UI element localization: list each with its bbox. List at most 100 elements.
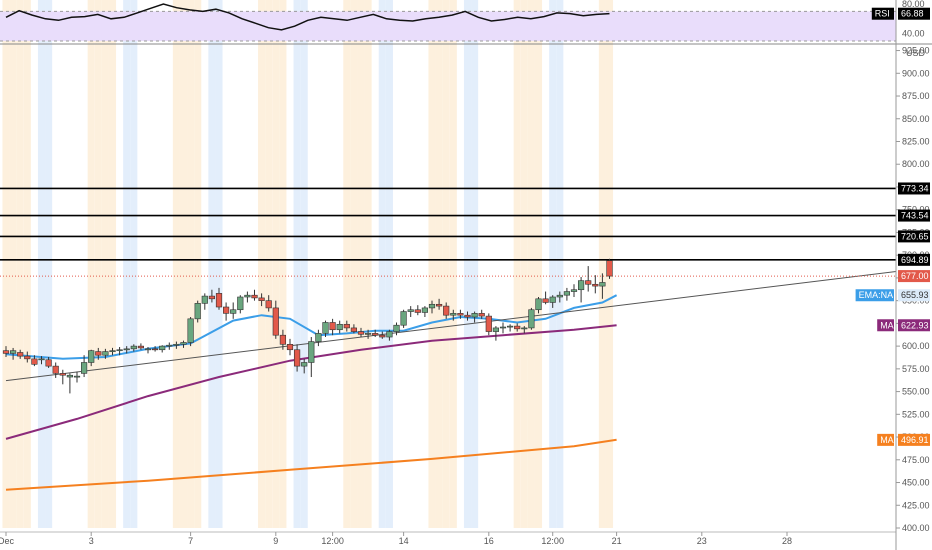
session-band	[94, 0, 102, 528]
candle-body	[443, 305, 450, 316]
indicator-name: RSI	[875, 9, 890, 19]
candle-body	[301, 362, 308, 367]
candle-body	[535, 298, 542, 311]
candle-body	[570, 289, 578, 292]
candle-body	[201, 295, 208, 304]
price-tick-label: 425.00	[902, 500, 930, 510]
session-band	[598, 0, 606, 528]
candle-body	[166, 344, 173, 347]
time-tick-label: 7	[188, 536, 193, 546]
candle-body	[237, 296, 244, 311]
candle-body	[528, 309, 535, 329]
session-band	[385, 0, 393, 528]
price-tick-label: 825.00	[902, 136, 930, 146]
candle-body	[606, 260, 613, 277]
time-tick-label: 14	[399, 536, 409, 546]
price-tick-label: 925.00	[902, 46, 930, 56]
session-band	[108, 0, 117, 528]
price-tag-value: 743.54	[901, 211, 929, 221]
price-tick-label: 900.00	[902, 68, 930, 78]
candle-body	[17, 352, 24, 357]
session-band	[279, 0, 287, 528]
candle-body	[88, 350, 95, 363]
candle-body	[173, 343, 180, 346]
session-band	[208, 0, 216, 528]
session-band	[471, 0, 479, 528]
candle-body	[95, 351, 102, 356]
price-tick-label: 800.00	[902, 159, 930, 169]
price-tick-label: 525.00	[902, 409, 930, 419]
indicator-name-bg	[855, 289, 894, 302]
session-band	[37, 0, 46, 528]
candles	[2, 258, 613, 394]
candle-body	[372, 333, 379, 336]
session-band	[428, 0, 436, 528]
candle-body	[379, 334, 386, 338]
time-axis[interactable]: Dec 3 7 9 12:00 14 16 12:00 21 23 28	[0, 531, 896, 546]
session-band	[293, 0, 301, 528]
price-tag-value: 66.88	[901, 9, 924, 19]
candle-body	[499, 326, 507, 329]
candle-body	[244, 294, 251, 298]
candle-body	[407, 309, 414, 312]
session-band	[272, 0, 280, 528]
session-band	[527, 0, 535, 528]
candle-body	[123, 348, 130, 351]
candle-body	[386, 331, 393, 338]
candle-body	[251, 294, 258, 299]
candle-body	[286, 343, 294, 351]
candle-body	[464, 314, 471, 318]
rsi-tick-label: 80.00	[902, 0, 925, 9]
price-tag-bg	[898, 253, 930, 266]
candle-body	[66, 374, 73, 378]
candle-body	[230, 309, 237, 314]
session-band	[2, 0, 10, 528]
candle-body	[81, 362, 88, 374]
price-tag-bg	[898, 433, 930, 446]
candle-body	[38, 358, 45, 361]
rsi-line	[5, 3, 610, 31]
session-band	[442, 0, 450, 528]
candle-body	[585, 280, 592, 285]
candle-body	[52, 365, 59, 374]
candle-body	[10, 350, 17, 354]
session-band	[187, 0, 195, 528]
session-band	[364, 0, 372, 528]
session-band	[378, 0, 386, 528]
time-tick-label: Dec	[0, 536, 14, 546]
price-tag-value: 720.65	[901, 231, 929, 241]
price-tag-bg	[898, 319, 930, 332]
session-band	[435, 0, 443, 528]
time-tick-label: 12:00	[541, 536, 564, 546]
candle-body	[450, 313, 457, 316]
time-tick-label: 3	[89, 536, 94, 546]
candle-body	[322, 322, 329, 334]
candle-body	[73, 375, 81, 378]
ma-mid-line	[5, 324, 617, 440]
session-band	[357, 0, 365, 528]
rsi-tick-label: 40.00	[902, 29, 925, 39]
session-band	[449, 0, 457, 528]
candle-body	[308, 341, 315, 363]
rsi-axis: 80.00 40.00	[902, 0, 925, 39]
price-tick-label: 575.00	[902, 364, 930, 374]
session-band	[463, 0, 472, 528]
session-band	[520, 0, 528, 528]
candle-body	[265, 300, 272, 309]
price-tag-bg	[898, 7, 930, 20]
candle-body	[31, 358, 38, 365]
time-tick-label: 23	[697, 536, 707, 546]
session-band	[23, 0, 31, 528]
horizontal-levels	[0, 187, 896, 261]
trendline[interactable]	[5, 270, 897, 382]
session-band	[556, 0, 564, 528]
candle-body	[542, 298, 549, 303]
session-band	[215, 0, 223, 528]
candle-body	[549, 296, 556, 303]
session-band	[513, 0, 521, 528]
time-tick-label: 16	[484, 536, 494, 546]
session-band	[350, 0, 358, 528]
price-tick-label: 475.00	[902, 455, 930, 465]
candle-body	[592, 283, 599, 287]
